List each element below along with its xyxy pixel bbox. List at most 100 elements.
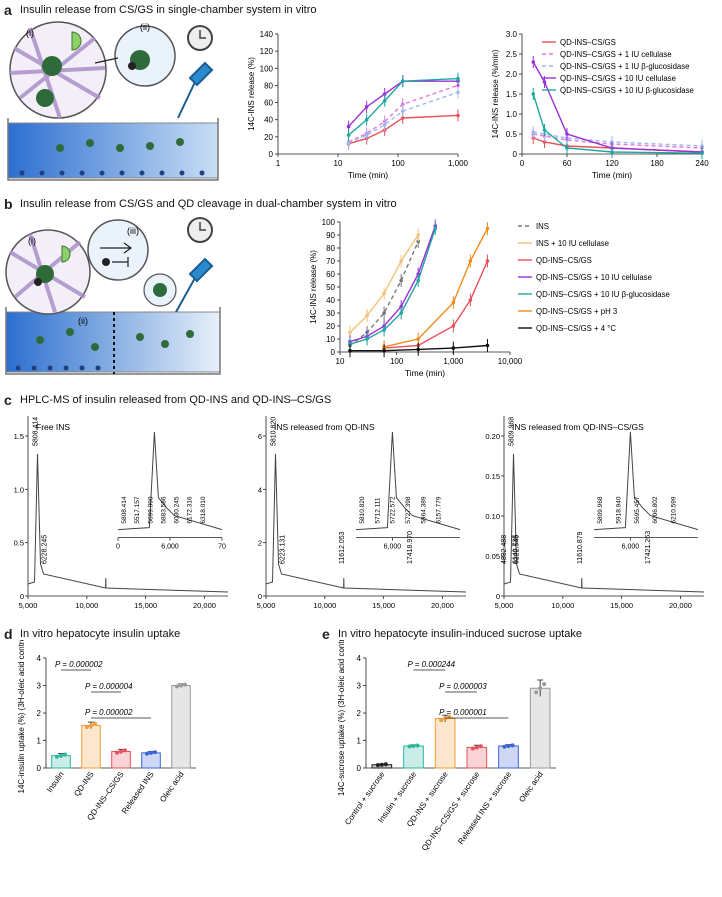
peak-label: 17421.263 [645,531,652,564]
x-tick-label: 180 [650,159,664,168]
bar [81,724,101,769]
inset-peak-label: 5964.389 [420,496,427,523]
spectrum-title: Free INS [36,422,70,432]
x-tick-label: 1,000 [443,357,464,366]
panel-d-title: In vitro hepatocyte insulin uptake [20,628,181,640]
p-value-label: P = 0.000244 [408,660,456,669]
y-tick-label: 50 [326,283,335,292]
replicate-point [542,682,547,687]
legend-entry: QD-INS–CS/GS + 10 IU β-glucosidase [536,290,670,299]
x-tick-label: 15,000 [372,601,395,610]
y-tick-label: 2.5 [506,50,518,59]
legend-entry: QD-INS–CS/GS + 1 IU cellulase [560,50,672,59]
peak-label: 5809.968 [509,417,516,446]
y-tick-label: 60 [326,270,335,279]
series-line [349,225,436,343]
inset-trace [355,431,461,531]
y-tick-label: 2 [37,709,42,718]
inset-peak-label: 5808.414 [121,496,128,523]
x-tick-label: 20,000 [431,601,454,610]
replicate-point [510,743,515,748]
y-tick-label: 80 [264,81,273,90]
x-axis-label: Time (min) [405,368,445,378]
y-tick-label: 0.10 [485,512,500,521]
legend-entry: QD-INS–CS/GS [536,256,592,265]
series-line [383,228,489,348]
inset-x-tick-label: 6,000 [622,544,640,551]
replicate-point [506,744,511,748]
y-tick-label: 0.5 [14,539,24,548]
replicate-point [89,723,93,728]
series-line [533,133,703,149]
replicate-point [534,690,539,695]
series-line [348,84,459,143]
x-category-label: Released INS + sucrose [456,770,513,846]
series-line [349,241,419,347]
spectrum-title: INS released from QD-INS [274,422,375,432]
y-axis-label: 14C-INS release (%) [247,57,256,131]
legend-entry: QD-INS–CS/GS [560,38,616,47]
y-tick-label: 0 [357,764,362,773]
x-tick-label: 5,000 [495,601,514,610]
series-line [349,228,436,345]
replicate-point [411,744,416,748]
y-tick-label: 1.0 [506,110,518,119]
y-tick-label: 0 [20,592,24,601]
replicate-point [379,762,384,767]
y-tick-label: 2 [258,539,262,548]
peak-label: 11612.053 [339,531,346,564]
y-axis-label: 14C-INS release (%) [309,250,318,324]
x-tick-label: 10,000 [75,601,98,610]
legend-entry: INS + 10 IU cellulase [536,239,609,248]
y-tick-label: 0.5 [506,130,518,139]
replicate-point [63,752,67,757]
x-category-label: Oleic acid [158,770,186,804]
y-tick-label: 40 [326,296,335,305]
replicate-point [478,744,483,749]
chart-e: 0 1 2 3 4 14C-sucrose uptake (%) (3H-oleic ac… [337,640,556,853]
x-tick-label: 120 [605,159,619,168]
y-tick-label: 6 [258,432,262,441]
replicate-point [85,725,89,730]
x-tick-label: 10 [334,159,343,168]
x-tick-label: 10,000 [551,601,574,610]
y-tick-label: 0 [258,592,262,601]
p-value-label: P = 0.000001 [439,708,487,717]
x-tick-label: 10,000 [313,601,336,610]
inset-peak-label: 5699.090 [147,496,154,523]
y-tick-label: 0 [269,150,274,159]
inset-peak-label: 6210.599 [671,496,678,523]
legend-entry: QD-INS–CS/GS + 10 IU cellulase [536,273,652,282]
replicate-point [502,744,507,749]
y-tick-label: 0.15 [485,472,500,481]
replicate-point [153,750,157,755]
inset-x-tick-label: 0 [116,544,120,551]
x-tick-label: 1,000 [448,159,469,168]
inset-peak-label: 6172.316 [187,496,194,523]
replicate-point [145,751,149,756]
inset-x-tick-label: 70 [218,544,226,551]
panel-a-illustration: (i) (ii) [7,21,219,181]
inset-x-tick-label: 6,000 [161,544,179,551]
series-line [384,260,489,349]
panel-a-title: Insulin release from CS/GS in single-cha… [20,4,317,16]
label-b-iii: (iii) [127,226,139,236]
inset-peak-label: 5918.940 [615,496,622,523]
legend-entry: QD-INS–CS/GS + 10 IU cellulase [560,74,676,83]
x-tick-label: 20,000 [193,601,216,610]
y-tick-label: 1.5 [14,432,24,441]
y-tick-label: 1.0 [14,485,24,494]
replicate-point [383,762,388,767]
y-tick-label: 3.0 [506,30,518,39]
spectrum-trace [503,453,705,593]
y-tick-label: 0 [331,348,336,357]
x-tick-label: 100 [391,159,405,168]
peak-label: 6223.131 [279,535,286,564]
replicate-point [407,744,412,749]
replicate-point [149,750,153,755]
y-tick-label: 10 [326,335,335,344]
y-tick-label: 100 [322,218,336,227]
x-tick-label: 15,000 [610,601,633,610]
series-line [533,137,703,153]
